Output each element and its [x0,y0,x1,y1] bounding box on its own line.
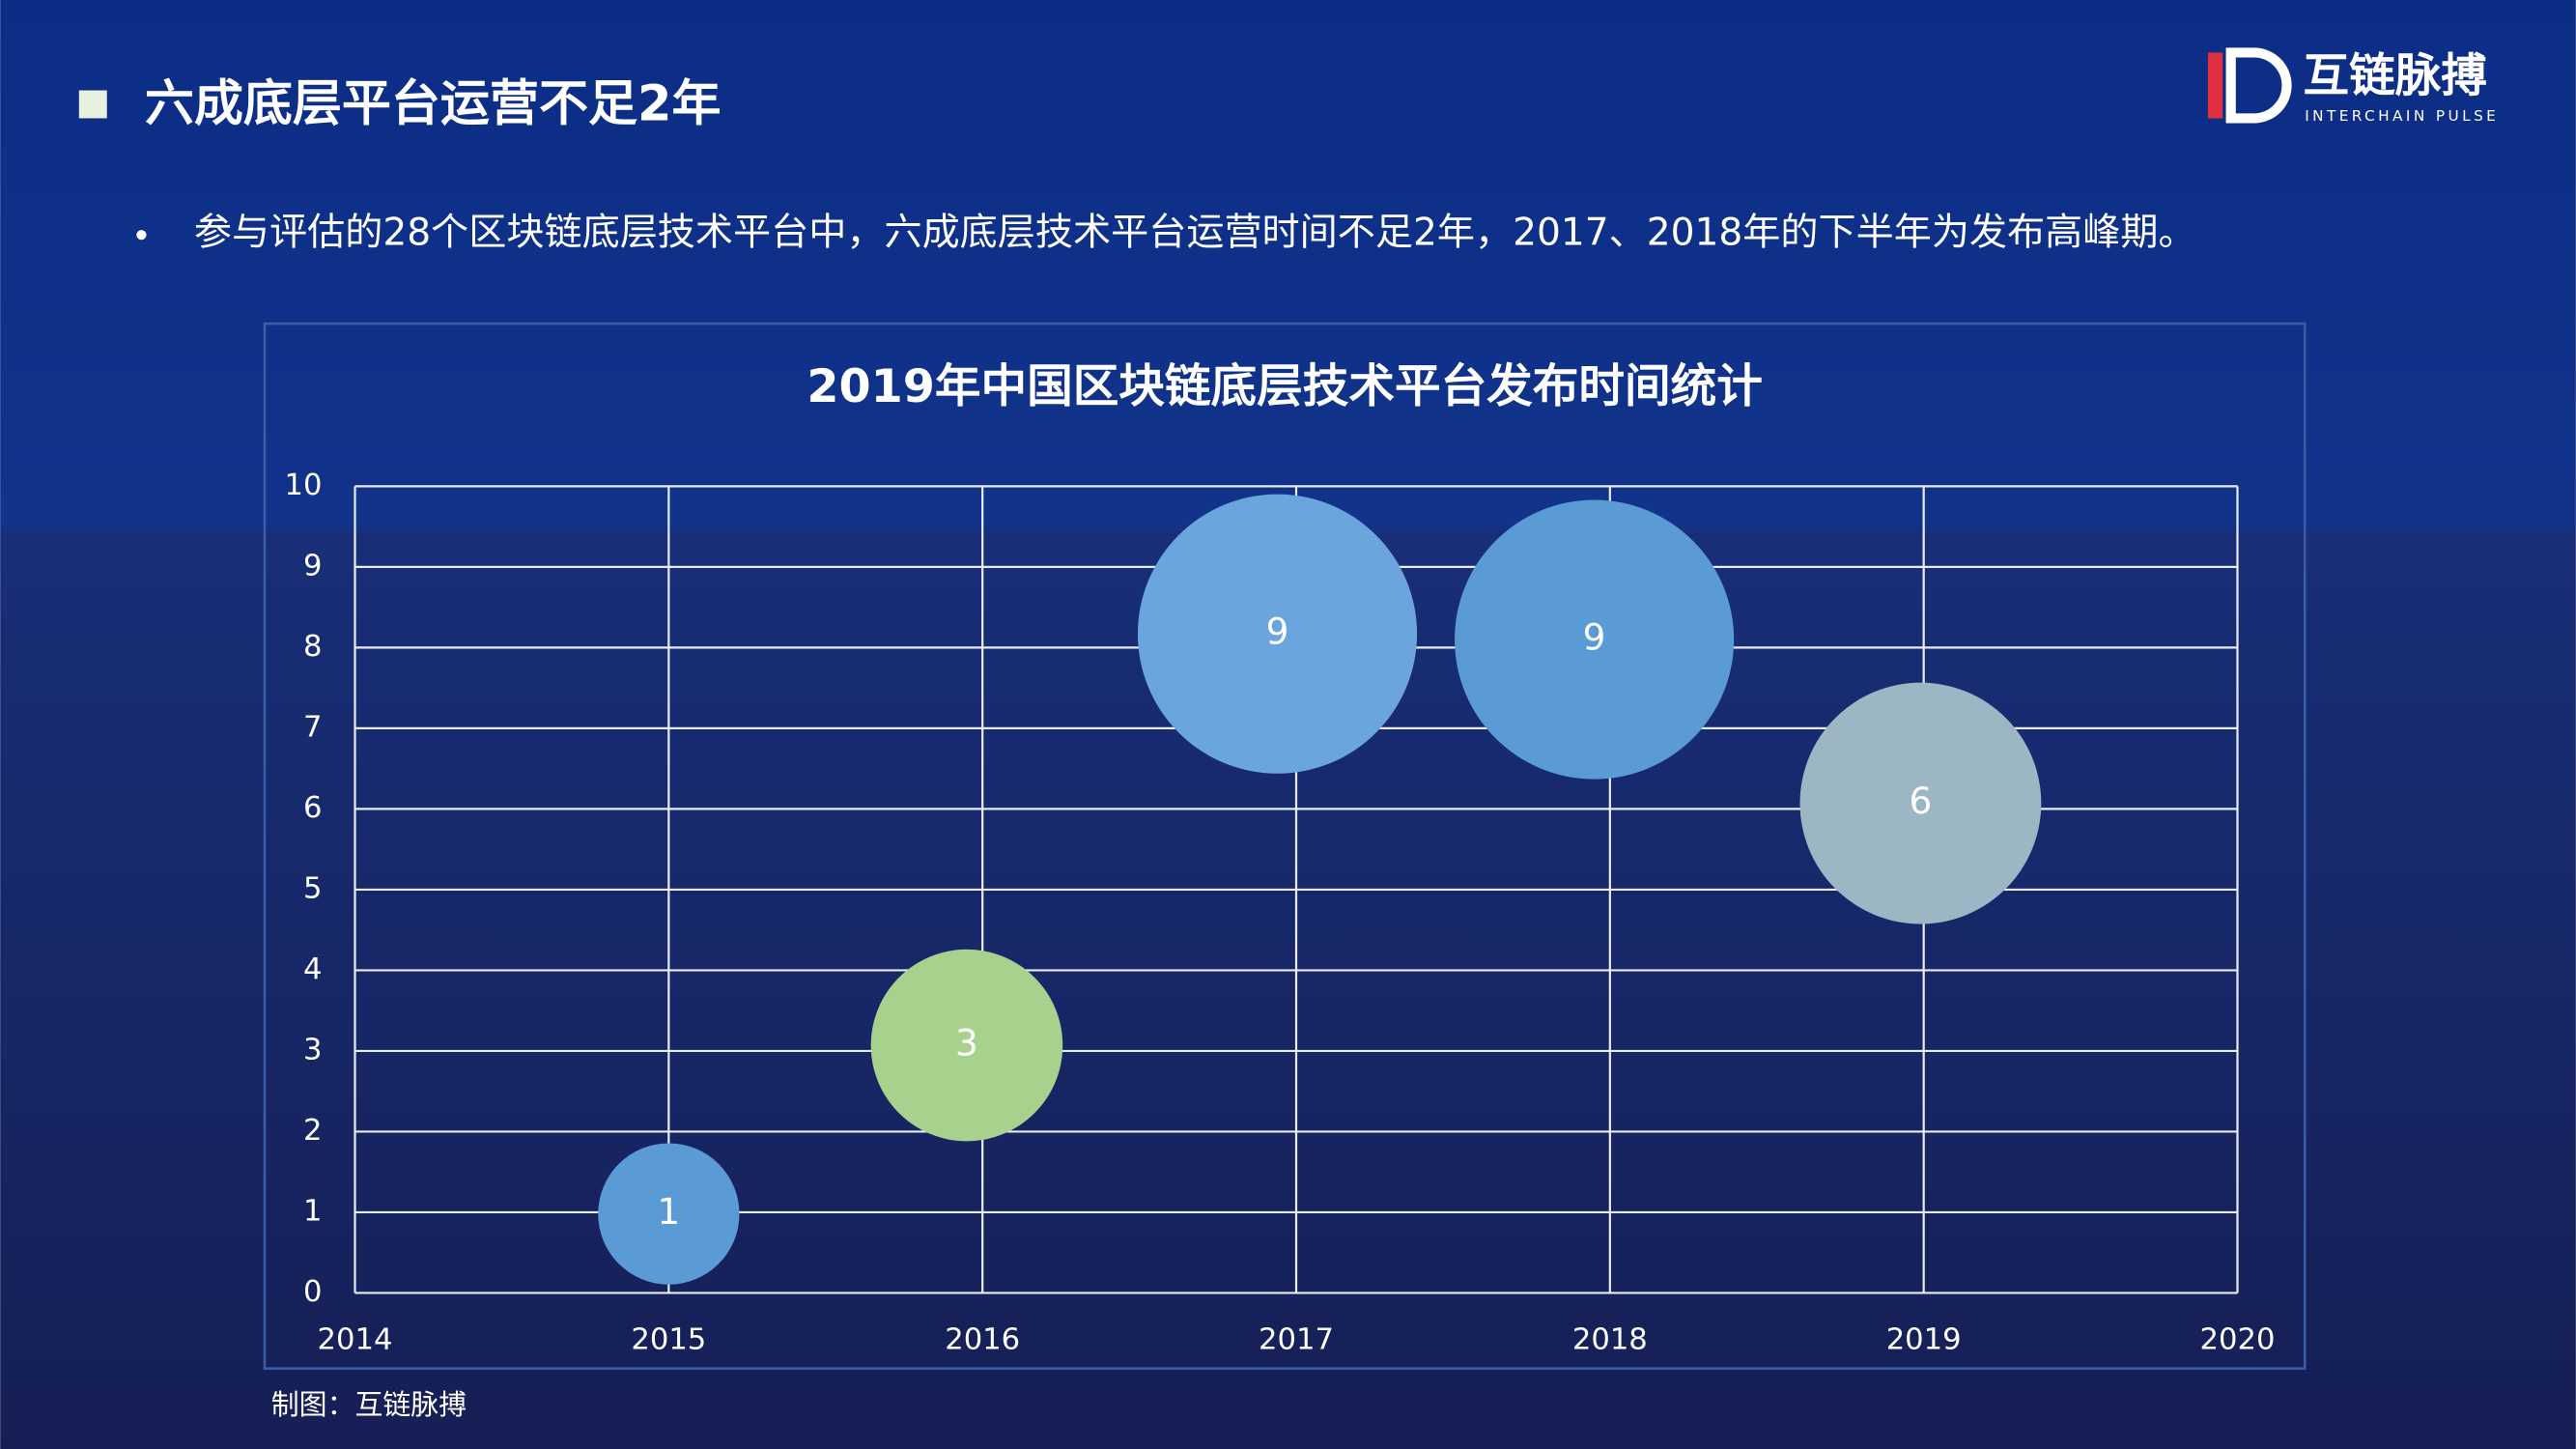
x-tick-label: 2017 [1259,1322,1334,1356]
y-tick-label: 0 [303,1275,322,1309]
y-tick-label: 8 [303,630,322,664]
slide-title: 六成底层平台运营不足2年 [145,76,722,133]
logo-mark [2225,47,2292,124]
chart-title: 2019年中国区块链底层技术平台发布时间统计 [807,360,1762,413]
y-tick-label: 6 [303,791,322,825]
title-marker [78,90,107,119]
y-tick-label: 4 [303,952,322,986]
bullet-text: 参与评估的28个区块链底层技术平台中，六成底层技术平台运营时间不足2年，2017… [194,212,2196,255]
x-tick-label: 2016 [945,1322,1020,1356]
y-tick-label: 1 [303,1194,322,1228]
y-tick-label: 5 [303,871,322,905]
bubble [598,1143,740,1285]
bullet-dot [136,230,147,241]
bubble [1137,494,1418,774]
chart-frame [263,322,2307,1370]
bubble [870,949,1063,1142]
y-tick-label: 7 [303,710,322,744]
y-tick-label: 3 [303,1033,322,1066]
source-note: 制图：互链脉搏 [271,1388,467,1421]
y-tick-label: 2 [303,1114,322,1148]
data-label: 6 [1910,780,1933,822]
y-tick-label: 10 [285,469,323,502]
data-label: 3 [955,1022,978,1065]
x-tick-label: 2015 [631,1322,706,1356]
y-tick-label: 9 [303,549,322,582]
bubble [1455,499,1735,780]
logo-subtitle: INTERCHAIN PULSE [2305,107,2499,125]
x-tick-label: 2018 [1572,1322,1648,1356]
data-label: 1 [657,1190,680,1233]
data-label: 9 [1583,616,1606,659]
x-tick-label: 2020 [2200,1322,2276,1356]
x-tick-label: 2019 [1886,1322,1962,1356]
logo-name: 互链脉搏 [2304,50,2487,103]
logo-mark [2207,52,2223,119]
bubble [1799,682,2042,924]
x-tick-label: 2014 [318,1322,393,1356]
data-label: 9 [1266,611,1289,653]
